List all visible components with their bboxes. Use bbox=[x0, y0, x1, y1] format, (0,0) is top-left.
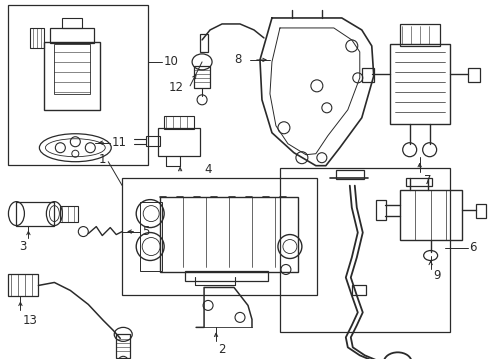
Bar bbox=[194, 66, 210, 88]
Bar bbox=[351, 285, 365, 296]
Text: 6: 6 bbox=[468, 241, 476, 254]
Text: 13: 13 bbox=[22, 314, 37, 327]
Bar bbox=[158, 128, 200, 156]
Text: 11: 11 bbox=[111, 136, 126, 149]
Text: 10: 10 bbox=[164, 55, 179, 68]
Text: 4: 4 bbox=[203, 163, 211, 176]
Bar bbox=[200, 34, 207, 52]
Text: 1: 1 bbox=[99, 153, 106, 166]
Text: 2: 2 bbox=[218, 343, 225, 356]
Bar bbox=[475, 204, 485, 217]
Text: 12: 12 bbox=[169, 81, 184, 94]
Bar bbox=[116, 334, 130, 358]
Bar bbox=[164, 116, 194, 129]
Bar bbox=[467, 68, 479, 82]
Bar bbox=[44, 42, 100, 110]
Bar bbox=[375, 200, 385, 220]
Bar bbox=[399, 190, 461, 239]
Bar bbox=[122, 178, 316, 296]
Bar bbox=[146, 136, 160, 146]
Bar bbox=[17, 202, 54, 226]
Bar bbox=[160, 197, 297, 273]
Text: 5: 5 bbox=[142, 225, 149, 238]
Bar bbox=[405, 178, 431, 186]
Bar bbox=[185, 271, 267, 282]
Bar bbox=[279, 168, 448, 332]
Bar bbox=[140, 202, 162, 271]
Bar bbox=[30, 28, 44, 48]
Bar bbox=[62, 18, 82, 28]
Bar bbox=[399, 24, 439, 46]
Bar bbox=[361, 68, 373, 82]
Bar bbox=[8, 274, 39, 296]
Bar bbox=[389, 44, 448, 124]
Bar bbox=[54, 44, 90, 94]
Bar bbox=[50, 28, 94, 43]
Bar bbox=[335, 170, 363, 179]
Bar bbox=[8, 5, 148, 165]
Text: 7: 7 bbox=[423, 174, 430, 187]
Text: 8: 8 bbox=[234, 53, 242, 66]
Text: 3: 3 bbox=[19, 239, 26, 253]
Text: 9: 9 bbox=[433, 270, 440, 283]
Bar bbox=[60, 206, 78, 222]
